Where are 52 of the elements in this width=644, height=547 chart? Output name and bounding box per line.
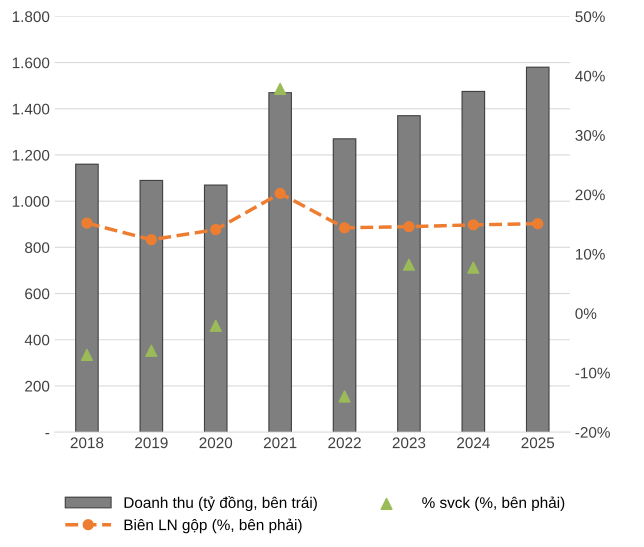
point (145, 344, 158, 357)
y-tick-label: 800 (25, 242, 50, 254)
x-tick-label: 2019 (135, 437, 168, 448)
x-tick-label: 2018 (70, 437, 104, 448)
point (146, 234, 157, 246)
y2-tick-label: 50% (575, 11, 605, 22)
y-tick-label: 1.800 (12, 11, 50, 22)
x-tick-label: 2024 (457, 437, 490, 448)
legend-label: Doanh thu (tỷ đồng, bên trái) (124, 496, 317, 512)
bar (75, 164, 99, 432)
point (402, 258, 416, 271)
y-tick-label: 400 (24, 334, 50, 346)
bar (397, 115, 421, 432)
x-tick-label: 2022 (328, 437, 361, 448)
point (210, 320, 222, 332)
x-tick-label: 2025 (522, 437, 554, 448)
point (338, 222, 350, 234)
y-tick-label: 1.000 (12, 196, 50, 207)
point (467, 262, 480, 274)
bar (462, 90, 486, 432)
y-tick-label: 1.400 (12, 104, 50, 114)
point (403, 221, 414, 232)
x-tick-label: 2023 (392, 437, 426, 448)
y2-tick-label: -10% (575, 368, 610, 378)
bar (140, 180, 164, 432)
y-tick-label: - (45, 433, 50, 434)
y2-tick-label: 10% (576, 248, 605, 260)
y2-tick-label: -20% (575, 427, 610, 438)
y2-tick-label: 0% (575, 308, 596, 320)
legend-label: % svck (%, bên phải) (422, 496, 564, 512)
bar (332, 138, 356, 432)
point (80, 348, 94, 361)
point (274, 82, 286, 95)
bar (204, 184, 228, 432)
bar (268, 92, 292, 432)
y-tick-label: 1.200 (12, 150, 50, 161)
point (274, 188, 286, 199)
y-tick-label: 600 (25, 288, 50, 300)
point (468, 219, 479, 230)
y-tick-label: 200 (25, 380, 50, 392)
legend-label: Biên LN gộp (%, bên phải) (124, 518, 302, 534)
point (532, 218, 544, 230)
point (210, 224, 222, 236)
y2-tick-label: 30% (575, 130, 605, 141)
point (81, 218, 92, 229)
y-tick-label: 1.600 (12, 57, 50, 68)
y2-tick-label: 20% (576, 189, 605, 200)
x-tick-label: 2021 (264, 437, 296, 448)
bar (526, 66, 550, 432)
y2-tick-label: 40% (575, 70, 605, 82)
x-tick-label: 2020 (200, 437, 232, 448)
point (338, 390, 351, 403)
